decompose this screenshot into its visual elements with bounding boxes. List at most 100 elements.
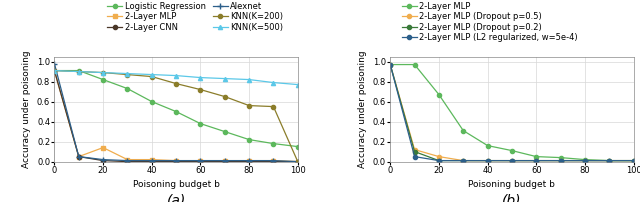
Text: (a): (a) bbox=[166, 193, 186, 202]
Text: (b): (b) bbox=[502, 193, 522, 202]
Line: KNN(K=500): KNN(K=500) bbox=[52, 68, 300, 87]
2-Layer MLP (Dropout p=0.5) bbox=[581, 159, 589, 162]
KNN(K=200) bbox=[221, 95, 228, 98]
Line: Alexnet: Alexnet bbox=[51, 60, 301, 165]
2-Layer MLP (Dropout p=0.2) bbox=[630, 159, 637, 162]
KNN(K=500) bbox=[51, 69, 58, 72]
2-Layer MLP (L2 regularized, w=5e-4) bbox=[387, 63, 394, 66]
Logistic Regression bbox=[148, 100, 156, 103]
KNN(K=500) bbox=[294, 83, 301, 86]
Logistic Regression bbox=[196, 122, 204, 125]
2-Layer CNN bbox=[124, 160, 131, 163]
KNN(K=200) bbox=[196, 88, 204, 91]
Y-axis label: Accuracy under poisoning: Accuracy under poisoning bbox=[358, 50, 367, 168]
KNN(K=500) bbox=[221, 77, 228, 80]
Alexnet bbox=[172, 159, 180, 162]
Logistic Regression bbox=[245, 138, 253, 141]
Logistic Regression bbox=[221, 130, 228, 133]
KNN(K=200) bbox=[75, 70, 83, 73]
KNN(K=200) bbox=[294, 160, 301, 163]
2-Layer MLP (Dropout p=0.2) bbox=[387, 63, 394, 66]
Line: Logistic Regression: Logistic Regression bbox=[52, 68, 300, 149]
2-Layer MLP (Dropout p=0.2) bbox=[460, 159, 467, 162]
2-Layer MLP (Dropout p=0.5) bbox=[387, 63, 394, 66]
2-Layer MLP (Dropout p=0.5) bbox=[435, 155, 443, 158]
Line: 2-Layer MLP (L2 regularized, w=5e-4): 2-Layer MLP (L2 regularized, w=5e-4) bbox=[388, 62, 636, 163]
2-Layer MLP bbox=[387, 63, 394, 66]
2-Layer MLP bbox=[75, 155, 83, 158]
Logistic Regression bbox=[172, 110, 180, 113]
Alexnet bbox=[269, 159, 277, 162]
2-Layer CNN bbox=[75, 155, 83, 158]
2-Layer MLP (L2 regularized, w=5e-4) bbox=[411, 155, 419, 158]
KNN(K=500) bbox=[172, 74, 180, 77]
Alexnet bbox=[99, 158, 107, 161]
2-Layer MLP bbox=[148, 158, 156, 161]
2-Layer CNN bbox=[245, 160, 253, 163]
2-Layer CNN bbox=[269, 160, 277, 163]
KNN(K=500) bbox=[269, 81, 277, 84]
2-Layer MLP (Dropout p=0.2) bbox=[605, 159, 613, 162]
2-Layer CNN bbox=[148, 160, 156, 163]
KNN(K=500) bbox=[99, 71, 107, 74]
2-Layer MLP (Dropout p=0.2) bbox=[411, 150, 419, 153]
2-Layer MLP bbox=[532, 155, 540, 158]
2-Layer MLP (L2 regularized, w=5e-4) bbox=[532, 159, 540, 162]
X-axis label: Poisoning budget b: Poisoning budget b bbox=[468, 180, 556, 189]
2-Layer MLP (L2 regularized, w=5e-4) bbox=[605, 159, 613, 162]
Legend: 2-Layer MLP, 2-Layer MLP (Dropout p=0.5), 2-Layer MLP (Dropout p=0.2), 2-Layer M: 2-Layer MLP, 2-Layer MLP (Dropout p=0.5)… bbox=[401, 2, 578, 42]
Logistic Regression bbox=[294, 145, 301, 148]
2-Layer MLP bbox=[99, 146, 107, 149]
KNN(K=200) bbox=[148, 75, 156, 78]
Line: KNN(K=200): KNN(K=200) bbox=[52, 68, 300, 164]
2-Layer MLP bbox=[630, 159, 637, 162]
2-Layer MLP (Dropout p=0.2) bbox=[581, 159, 589, 162]
2-Layer CNN bbox=[196, 160, 204, 163]
2-Layer MLP bbox=[435, 93, 443, 96]
Logistic Regression bbox=[124, 87, 131, 90]
2-Layer CNN bbox=[221, 160, 228, 163]
Alexnet bbox=[294, 160, 301, 163]
2-Layer CNN bbox=[99, 159, 107, 162]
2-Layer MLP bbox=[124, 158, 131, 161]
KNN(K=500) bbox=[196, 76, 204, 79]
2-Layer MLP bbox=[557, 156, 564, 159]
Y-axis label: Accuracy under poisoning: Accuracy under poisoning bbox=[22, 50, 31, 168]
KNN(K=500) bbox=[124, 72, 131, 75]
2-Layer MLP (Dropout p=0.2) bbox=[435, 159, 443, 162]
Line: 2-Layer MLP: 2-Layer MLP bbox=[52, 68, 300, 164]
KNN(K=200) bbox=[124, 73, 131, 76]
2-Layer MLP bbox=[508, 149, 516, 152]
KNN(K=200) bbox=[245, 104, 253, 107]
Alexnet bbox=[245, 159, 253, 162]
Alexnet bbox=[148, 159, 156, 162]
Logistic Regression bbox=[99, 78, 107, 81]
Legend: Logistic Regression, 2-Layer MLP, 2-Layer CNN, Alexnet, KNN(K=200), KNN(K=500): Logistic Regression, 2-Layer MLP, 2-Laye… bbox=[108, 2, 283, 32]
Alexnet bbox=[75, 155, 83, 158]
KNN(K=200) bbox=[172, 82, 180, 85]
2-Layer MLP bbox=[196, 159, 204, 162]
X-axis label: Poisoning budget b: Poisoning budget b bbox=[132, 180, 220, 189]
2-Layer MLP bbox=[581, 158, 589, 161]
2-Layer MLP bbox=[294, 160, 301, 163]
2-Layer MLP (Dropout p=0.2) bbox=[484, 159, 492, 162]
Logistic Regression bbox=[51, 69, 58, 72]
2-Layer MLP (Dropout p=0.5) bbox=[532, 159, 540, 162]
2-Layer MLP (Dropout p=0.2) bbox=[557, 159, 564, 162]
2-Layer MLP bbox=[172, 159, 180, 162]
Alexnet bbox=[124, 159, 131, 162]
KNN(K=500) bbox=[148, 73, 156, 76]
2-Layer MLP (Dropout p=0.5) bbox=[630, 159, 637, 162]
2-Layer MLP (L2 regularized, w=5e-4) bbox=[508, 159, 516, 162]
2-Layer MLP (Dropout p=0.5) bbox=[484, 159, 492, 162]
2-Layer MLP (Dropout p=0.5) bbox=[508, 159, 516, 162]
Line: 2-Layer MLP (Dropout p=0.2): 2-Layer MLP (Dropout p=0.2) bbox=[388, 62, 636, 163]
2-Layer MLP bbox=[245, 159, 253, 162]
2-Layer MLP (L2 regularized, w=5e-4) bbox=[630, 159, 637, 162]
2-Layer MLP (Dropout p=0.2) bbox=[532, 159, 540, 162]
2-Layer CNN bbox=[294, 160, 301, 163]
2-Layer MLP (Dropout p=0.2) bbox=[508, 159, 516, 162]
Alexnet bbox=[196, 159, 204, 162]
KNN(K=500) bbox=[75, 70, 83, 73]
KNN(K=500) bbox=[245, 78, 253, 81]
